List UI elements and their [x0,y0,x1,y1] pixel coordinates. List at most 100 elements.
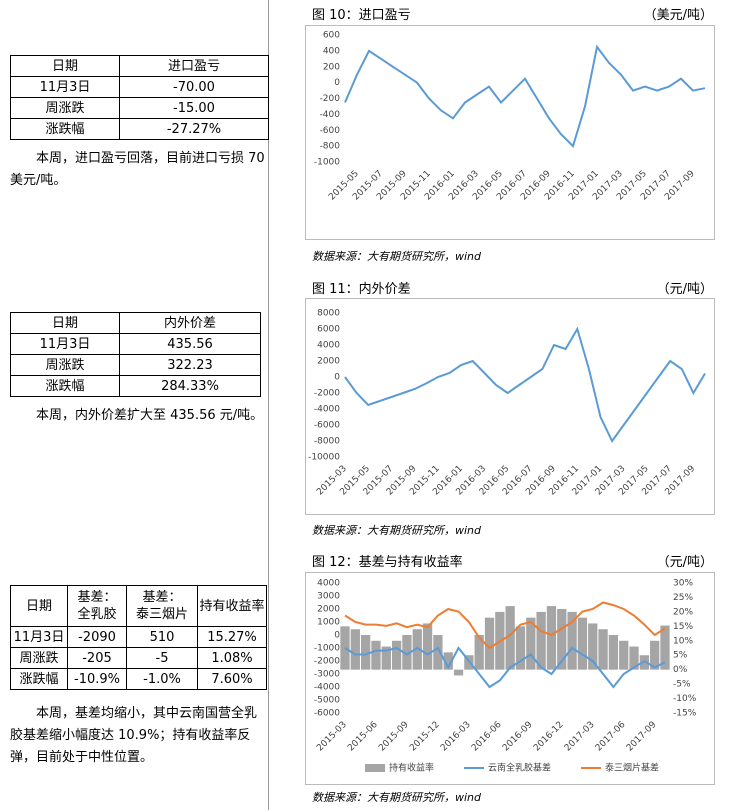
bar [557,609,567,670]
bar [526,617,536,670]
table-row: 周涨跌 -205 -5 1.08% [10,647,267,669]
cell: 11月3日 [10,76,120,98]
chart-frame [305,25,715,240]
y-tick-label: -2000 [314,657,340,667]
bar [660,625,670,670]
bar [598,629,608,670]
y-tick-label: 2000 [317,357,340,367]
y2-tick-label: -15% [673,709,697,719]
divider [268,0,269,810]
table-row: 涨跌幅 284.33% [10,375,261,397]
y-tick-label: -400 [320,110,341,120]
bar [577,617,588,670]
y2-tick-label: 10% [673,636,693,646]
bar [536,611,546,670]
bar [453,669,464,676]
chart-unit: （美元/吨） [643,8,713,23]
note-text: 本周，进口盈亏回落，目前进口亏损 70 美元/吨。 [10,151,265,188]
data-table: 日期 内外价差 11月3日 435.56 周涨跌 322.23 涨跌幅 284.33% [10,312,261,397]
bar [515,626,526,670]
chart-title: 图 11：内外价差 [312,282,411,297]
cell: 15.27% [197,626,267,648]
bar [350,629,360,670]
header-cell: 日期 [10,55,120,77]
bar [588,623,598,670]
y-tick-label: -200 [320,94,341,104]
y2-tick-label: 20% [673,607,693,617]
legend-label: 云南全乳胶基差 [488,762,551,774]
cell: 周涨跌 [10,354,120,376]
y-tick-label: -1000 [314,644,340,654]
x-tick-label: 2015-03 [315,720,349,754]
bar [619,640,629,670]
cell: 11月3日 [10,626,68,648]
table-row: 涨跌幅 -27.27% [10,118,269,140]
x-tick-label: 2015-12 [408,720,442,754]
header-cell: 进口盈亏 [119,55,269,77]
note-text: 本周，内外价差扩大至 435.56 元/吨。 [36,408,264,423]
cell: 涨跌幅 [10,375,120,397]
x-tick-label: 2017-09 [625,720,659,754]
x-tick-label: 2017-06 [594,720,628,754]
table-row: 11月3日 -2090 510 15.27% [10,626,267,648]
chart: -6000 -5000 -4000 -3000 -2000 -1000 0 1000 2000 3… [305,572,715,785]
line-series [344,326,706,443]
legend-label: 持有收益率 [389,762,434,774]
y2-tick-label: 30% [673,579,693,589]
y-tick-label: 400 [323,46,340,56]
bar [412,629,422,670]
x-tick-label: 2015-09 [377,720,411,754]
cell: 284.33% [119,375,261,397]
bar [608,635,619,670]
cell: 1.08% [197,647,267,669]
y2-tick-label: -10% [673,694,697,704]
cell: 涨跌幅 [10,668,68,690]
note-text: 本周，基差均缩小，其中云南国营全乳胶基差缩小幅度达 10.9%；持有收益率反弹，… [10,706,258,765]
table-row: 日期 内外价差 [10,312,261,334]
y2-tick-label: -5% [673,680,691,690]
chart: -10000 -8000 -6000 -4000 -2000 0 2000 4000 6000 8… [305,298,715,515]
bar [474,635,484,670]
y-tick-label: 0 [334,631,340,641]
cell: 510 [126,626,198,648]
header-cell: 基差： 全乳胶 [67,585,127,627]
y2-tick-label: 15% [673,622,693,632]
chart-source: 数据来源：大有期货研究所，wind [312,791,482,804]
y-tick-label: -6000 [314,421,340,431]
bar [505,606,515,670]
y-tick-label: -6000 [314,709,340,719]
cell: 涨跌幅 [10,118,120,140]
cell: 7.60% [197,668,267,690]
bar [567,611,577,670]
chart-frame [305,298,715,515]
chart-unit: （元/吨） [656,555,713,570]
cell: -1.0% [126,668,198,690]
data-table: 日期 进口盈亏 11月3日 -70.00 周涨跌 -15.00 涨跌幅 -27.27% [10,55,269,140]
x-tick-label: 2016-12 [532,720,566,754]
y-tick-label: -4000 [314,683,340,693]
bar [546,606,557,670]
y-tick-label: -4000 [314,405,340,415]
line-series [344,601,666,650]
cell: 周涨跌 [10,647,68,669]
x-tick-label: 2016-03 [439,720,473,754]
y-tick-label: -800 [320,142,341,152]
cell: 11月3日 [10,333,120,355]
y-tick-label: -5000 [314,696,340,706]
header-cell: 日期 [10,312,120,334]
bar [381,646,391,670]
header-cell: 内外价差 [119,312,261,334]
header-cell: 基差： 泰三烟片 [126,585,198,627]
cell: -27.27% [119,118,269,140]
y-tick-label: 3000 [317,592,340,602]
y-tick-label: 6000 [317,325,340,335]
x-tick-label: 2016-06 [470,720,504,754]
cell: -10.9% [67,668,127,690]
chart-source: 数据来源：大有期货研究所，wind [312,524,482,537]
y-tick-label: 1000 [317,618,340,628]
y-tick-label: -1000 [314,158,340,168]
y-tick-label: -600 [320,126,341,136]
legend-label: 泰三烟片基差 [605,762,659,774]
y-tick-label: -8000 [314,437,340,447]
cell: -2090 [67,626,127,648]
